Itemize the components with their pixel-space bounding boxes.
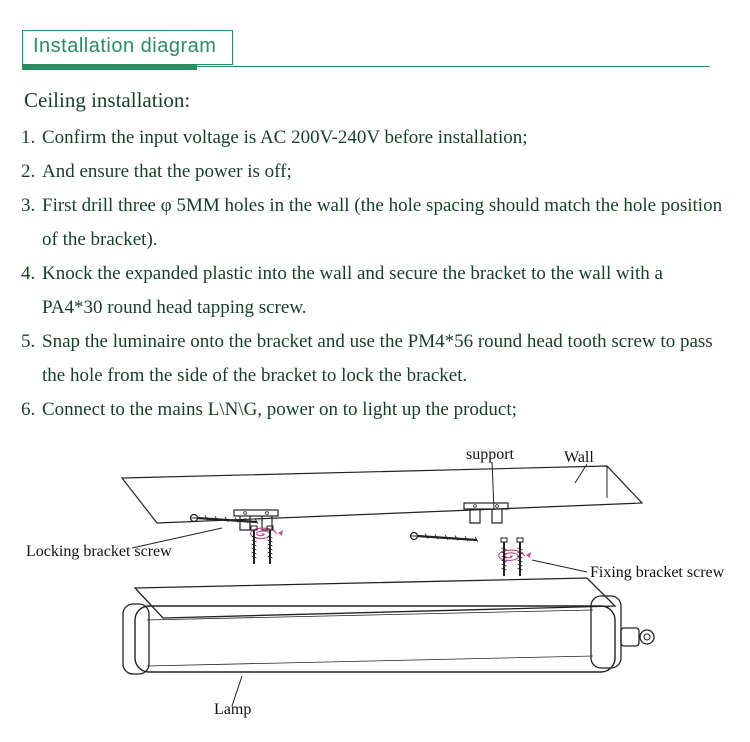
bracket-right xyxy=(464,503,508,523)
label-locking: Locking bracket screw xyxy=(26,543,172,561)
rule-thick xyxy=(22,64,197,70)
title-block: Installation diagram xyxy=(22,30,728,70)
step-item: And ensure that the power is off; xyxy=(40,155,728,189)
step-item: Connect to the mains L\N\G, power on to … xyxy=(40,393,728,427)
subtitle: Ceiling installation: xyxy=(24,88,728,113)
step-item: First drill three φ 5MM holes in the wal… xyxy=(40,189,728,257)
step-item: Confirm the input voltage is AC 200V-240… xyxy=(40,121,728,155)
section-title: Installation diagram xyxy=(22,30,233,65)
diagram-svg xyxy=(22,438,728,730)
steps-list: Confirm the input voltage is AC 200V-240… xyxy=(24,121,728,427)
page: Installation diagram Ceiling installatio… xyxy=(0,0,750,742)
leader-line xyxy=(532,560,587,572)
installation-diagram: support Wall Locking bracket screw Fixin… xyxy=(22,438,728,730)
step-item: Knock the expanded plastic into the wall… xyxy=(40,257,728,325)
lamp-body xyxy=(123,578,654,674)
fixing-screw xyxy=(251,526,257,564)
locking-screw-right xyxy=(411,533,479,542)
label-fixing: Fixing bracket screw xyxy=(590,564,724,582)
step-item: Snap the luminaire onto the bracket and … xyxy=(40,325,728,393)
label-lamp: Lamp xyxy=(214,701,251,719)
label-wall: Wall xyxy=(564,449,594,467)
title-rule xyxy=(22,64,728,70)
wall-outline xyxy=(122,466,642,523)
label-support: support xyxy=(466,446,514,464)
